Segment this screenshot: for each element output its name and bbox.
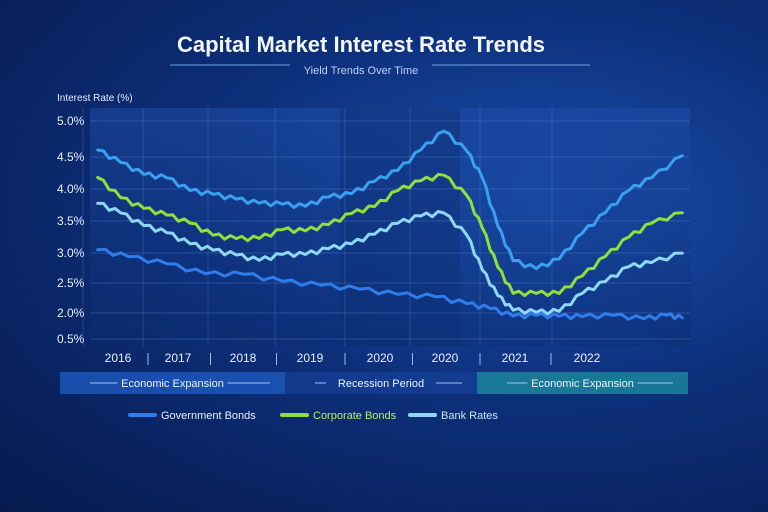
- x-ticks: 2016 2017 2018 2019 2020 2020 2021 2022: [105, 351, 601, 365]
- series-line-corporate-bonds: [96, 172, 684, 298]
- chart-title: Capital Market Interest Rate Trends: [177, 32, 545, 57]
- period-segment: [477, 372, 688, 394]
- period-label: Recession Period: [338, 378, 424, 390]
- x-tick-label: 2019: [297, 351, 324, 365]
- y-tick-label: 0.5%: [57, 332, 85, 346]
- x-tick-label: 2017: [165, 351, 192, 365]
- series-line-government-bonds: [96, 247, 684, 321]
- recession-shade: [340, 108, 460, 346]
- legend-label: Government Bonds: [161, 410, 256, 422]
- x-tick-label: 2020: [367, 351, 394, 365]
- period-band: Economic Expansion Recession Period Econom…: [60, 372, 688, 394]
- series-line-upper: [96, 129, 684, 271]
- x-tick-label: 2020: [432, 351, 459, 365]
- y-tick-label: 4.5%: [57, 150, 85, 164]
- chart-subtitle: Yield Trends Over Time: [304, 65, 419, 77]
- legend-label: Corporate Bonds: [313, 410, 397, 422]
- legend-label: Bank Rates: [441, 410, 498, 422]
- legend: Government Bonds Corporate Bonds Bank Rate…: [128, 410, 498, 422]
- y-tick-label: 5.0%: [57, 114, 85, 128]
- x-tick-label: 2022: [574, 351, 601, 365]
- grid: [82, 108, 690, 346]
- y-tick-label: 2.5%: [57, 276, 85, 290]
- x-tick-label: 2018: [230, 351, 257, 365]
- x-tick-label: 2016: [105, 351, 132, 365]
- period-label: Economic Expansion: [121, 378, 224, 390]
- y-tick-label: 2.0%: [57, 306, 85, 320]
- y-tick-label: 4.0%: [57, 182, 85, 196]
- period-segment: [285, 372, 477, 394]
- y-ticks: 5.0% 4.5% 4.0% 3.5% 3.0% 2.5% 2.0% 0.5%: [57, 114, 85, 346]
- x-tick-label: 2021: [502, 351, 529, 365]
- series-lines: [96, 129, 684, 321]
- period-segment: [60, 372, 285, 394]
- y-axis-label: Interest Rate (%): [57, 93, 133, 104]
- series-line-bank-rates: [96, 201, 684, 316]
- y-tick-label: 3.5%: [57, 214, 85, 228]
- period-label: Economic Expansion: [531, 378, 634, 390]
- y-tick-label: 3.0%: [57, 246, 85, 260]
